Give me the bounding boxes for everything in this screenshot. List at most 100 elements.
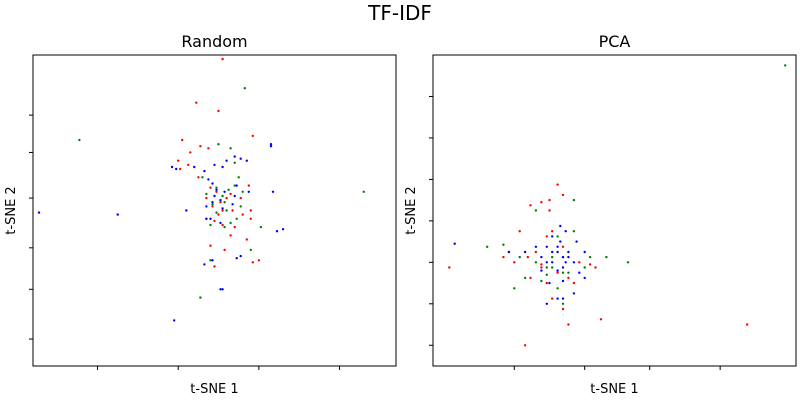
scatter-point	[507, 250, 511, 254]
scatter-point	[526, 255, 529, 259]
scatter-point	[177, 159, 180, 162]
scatter-point	[564, 261, 567, 264]
scatter-point	[561, 271, 565, 274]
scatter-point	[572, 292, 576, 295]
scatter-point	[545, 245, 548, 248]
scatter-point	[588, 263, 592, 266]
scatter-point	[249, 217, 252, 220]
scatter-point	[561, 279, 565, 283]
scatter-point	[746, 323, 749, 326]
scatter-point	[540, 255, 543, 259]
scatter-point	[523, 250, 527, 254]
panel-random-frame	[32, 54, 397, 367]
scatter-point	[572, 198, 576, 202]
scatter-point	[545, 266, 548, 269]
panel-pca-title: PCA	[599, 32, 631, 51]
scatter-point	[540, 201, 543, 204]
scatter-point	[784, 64, 787, 67]
scatter-point	[187, 163, 190, 167]
scatter-point	[221, 207, 224, 210]
scatter-point	[235, 217, 238, 220]
scatter-point	[219, 201, 222, 204]
scatter-point	[556, 235, 559, 238]
scatter-point	[545, 302, 548, 305]
scatter-point	[534, 245, 538, 248]
scatter-point	[221, 165, 224, 169]
scatter-point	[193, 165, 196, 169]
scatter-point	[556, 287, 559, 290]
scatter-point	[221, 223, 224, 227]
scatter-point	[551, 230, 554, 233]
scatter-point	[257, 259, 261, 262]
scatter-point	[239, 254, 242, 258]
scatter-point	[213, 265, 216, 268]
scatter-point	[271, 190, 275, 193]
scatter-point	[502, 243, 505, 246]
scatter-point	[513, 261, 516, 264]
scatter-point	[556, 250, 559, 254]
panel-pca-points	[448, 64, 787, 347]
scatter-point	[225, 196, 228, 200]
scatter-point	[209, 223, 212, 227]
scatter-point	[561, 307, 565, 311]
scatter-point	[575, 240, 578, 243]
scatter-point	[545, 261, 548, 264]
scatter-point	[605, 255, 608, 259]
scatter-point	[534, 261, 538, 264]
scatter-point	[205, 217, 208, 220]
scatter-point	[195, 101, 198, 104]
scatter-point	[578, 261, 581, 264]
scatter-point	[548, 198, 551, 202]
scatter-point	[215, 190, 218, 193]
scatter-point	[583, 266, 586, 269]
scatter-point	[269, 143, 273, 146]
scatter-point	[213, 163, 216, 167]
scatter-point	[211, 205, 214, 208]
scatter-point	[213, 194, 216, 198]
scatter-point	[245, 159, 248, 162]
scatter-point	[540, 263, 543, 266]
scatter-point	[534, 209, 538, 212]
scatter-point	[207, 147, 210, 150]
scatter-point	[215, 186, 218, 189]
scatter-point	[227, 188, 230, 191]
scatter-point	[518, 255, 521, 259]
scatter-point	[175, 167, 178, 171]
scatter-point	[221, 194, 224, 198]
scatter-point	[217, 213, 220, 216]
panel-pca-frame	[432, 54, 797, 367]
scatter-point	[231, 209, 234, 212]
scatter-point	[221, 288, 224, 291]
panel-pca-ylabel: t-SNE 2	[404, 186, 419, 234]
scatter-point	[561, 266, 565, 269]
scatter-point	[223, 225, 226, 229]
scatter-point	[561, 297, 565, 300]
scatter-point	[233, 161, 236, 164]
scatter-point	[594, 266, 597, 269]
scatter-point	[173, 319, 176, 322]
scatter-point	[219, 221, 222, 225]
scatter-point	[453, 242, 456, 245]
scatter-point	[231, 203, 234, 206]
scatter-point	[229, 192, 232, 196]
scatter-point	[545, 273, 548, 276]
scatter-point	[556, 269, 559, 272]
scatter-point	[523, 276, 527, 280]
scatter-point	[241, 213, 244, 216]
scatter-point	[588, 255, 592, 259]
scatter-point	[241, 190, 244, 193]
scatter-point	[540, 269, 543, 272]
scatter-point	[223, 190, 226, 193]
panel-random-ylabel: t-SNE 2	[4, 186, 19, 234]
scatter-point	[245, 238, 248, 241]
scatter-point	[269, 145, 273, 148]
scatter-point	[233, 225, 236, 229]
scatter-point	[199, 296, 202, 299]
scatter-point	[561, 193, 565, 197]
scatter-point	[219, 198, 222, 202]
scatter-point	[567, 255, 570, 259]
scatter-point	[551, 235, 554, 238]
scatter-point	[223, 201, 226, 204]
panel-random-points	[37, 57, 365, 322]
